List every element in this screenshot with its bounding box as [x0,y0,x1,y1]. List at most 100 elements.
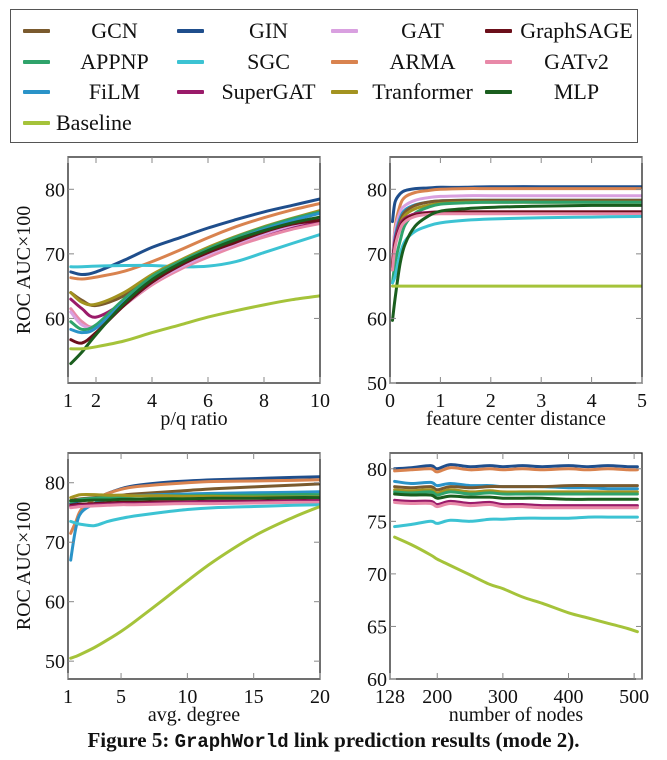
x-tick-label: 200 [422,686,452,708]
legend-item-baseline: Baseline [23,109,163,137]
legend-item-supergat: SuperGAT [177,78,327,106]
y-tick-label: 65 [367,616,387,638]
legend-label: GCN [91,18,138,43]
series-line-gatv2 [391,212,642,272]
x-tick-label: 20 [310,686,330,708]
x-axis-label: number of nodes [449,704,584,726]
chart-panel-nodes: 128 200 300 400 500 60 65 70 75 80 number of nodes [367,452,649,726]
x-tick-label: 128 [375,686,405,708]
y-tick-label: 50 [45,651,65,673]
y-tick-label: 60 [45,308,65,330]
legend-label: GATv2 [544,48,609,74]
legend-item-sgc: SGC [177,48,327,76]
chart-panel-pq: 1 2 4 6 8 10 60 70 80 p/q ratio ROC AUC×100 [13,156,330,430]
x-axis-label: avg. degree [148,704,240,726]
legend-swatch [23,29,50,33]
series-line-tranformer [393,488,639,495]
legend-swatch [331,90,358,94]
y-axis-label: ROC AUC×100 [13,502,35,631]
caption-mono: GraphWorld [174,731,289,753]
x-tick-label: 3 [536,390,546,412]
y-axis-label: ROC AUC×100 [13,206,35,335]
series-line-appnp [69,210,320,332]
y-tick-label: 70 [45,532,65,554]
legend-swatch [485,29,512,33]
legend-swatch [23,59,50,64]
legend-item-gat: GAT [331,17,481,45]
series-line-gin [393,463,639,471]
y-tick-label: 75 [367,511,387,533]
legend-item-gin: GIN [177,17,327,45]
series-line-supergat [391,210,642,269]
legend-item-mlp: MLP [485,78,635,106]
series-line-gin [391,185,642,224]
series-line-supergat [393,498,639,508]
x-tick-label: 6 [203,390,213,412]
plot-frame [389,156,643,384]
series-line-arma [69,202,320,281]
series-line-gatv2 [69,500,320,510]
x-tick-label: 5 [116,686,126,708]
x-axis-label: feature center distance [426,408,606,430]
y-tick-label: 70 [367,244,387,266]
legend-swatch [485,90,512,94]
legend-label: APPNP [80,48,149,74]
figure-caption: Figure 5: GraphWorld link prediction res… [0,728,667,753]
legend-label: ARMA [389,48,456,74]
series-line-gcn [393,484,639,492]
y-tick-label: 80 [45,473,65,495]
y-tick-label: 60 [45,592,65,614]
x-tick-label: 1 [435,390,445,412]
legend-label: FiLM [88,79,141,104]
legend-swatch [177,59,204,64]
legend-item-film: FiLM [23,78,173,106]
x-tick-label: 5 [637,390,647,412]
series-line-arma [69,478,320,535]
x-tick-label: 1 [63,686,73,708]
x-tick-label: 2 [91,390,101,412]
y-tick-label: 50 [367,373,387,395]
y-tick-label: 80 [367,459,387,481]
chart-panel-fcd: 0 1 2 3 4 5 50 60 70 80 feature center distance [367,156,647,430]
caption-prefix: Figure 5: [87,728,175,752]
legend-item-tranformer: Tranformer [331,78,481,106]
x-tick-label: 400 [554,686,584,708]
legend-item-graphsage: GraphSAGE [485,17,635,45]
series-line-film [391,198,642,269]
x-tick-label: 300 [488,686,518,708]
series-group [393,463,639,634]
legend: GCN GIN GAT GraphSAGE APPNP SGC ARMA GATv2 FiLM S… [10,9,638,143]
series-line-baseline [69,505,320,660]
x-tick-label: 500 [619,686,649,708]
series-line-gatv2 [393,500,639,510]
x-axis-label: p/q ratio [160,408,227,430]
x-tick-label: 8 [259,390,269,412]
series-line-gcn [391,198,642,265]
series-line-baseline [393,535,639,634]
series-line-mlp [393,492,639,501]
series-group [69,475,320,660]
caption-suffix: link prediction results (mode 2). [288,728,580,752]
series-line-sgc [393,515,639,529]
y-tick-label: 80 [367,179,387,201]
y-tick-label: 60 [367,669,387,691]
legend-item-appnp: APPNP [23,48,173,76]
legend-label: GAT [401,18,444,43]
series-line-arma [391,187,642,265]
y-tick-label: 70 [367,564,387,586]
series-group [391,185,642,322]
x-tick-label: 1 [63,390,73,412]
series-line-sgc [391,214,642,285]
series-line-mlp [69,496,320,503]
legend-swatch [177,90,204,94]
series-line-arma [393,466,639,474]
series-line-mlp [391,203,642,322]
series-line-appnp [393,490,639,497]
series-group [69,197,320,366]
legend-swatch [23,90,50,94]
legend-label: MLP [553,79,600,104]
legend-label: SGC [247,48,290,74]
legend-swatch [331,59,358,64]
